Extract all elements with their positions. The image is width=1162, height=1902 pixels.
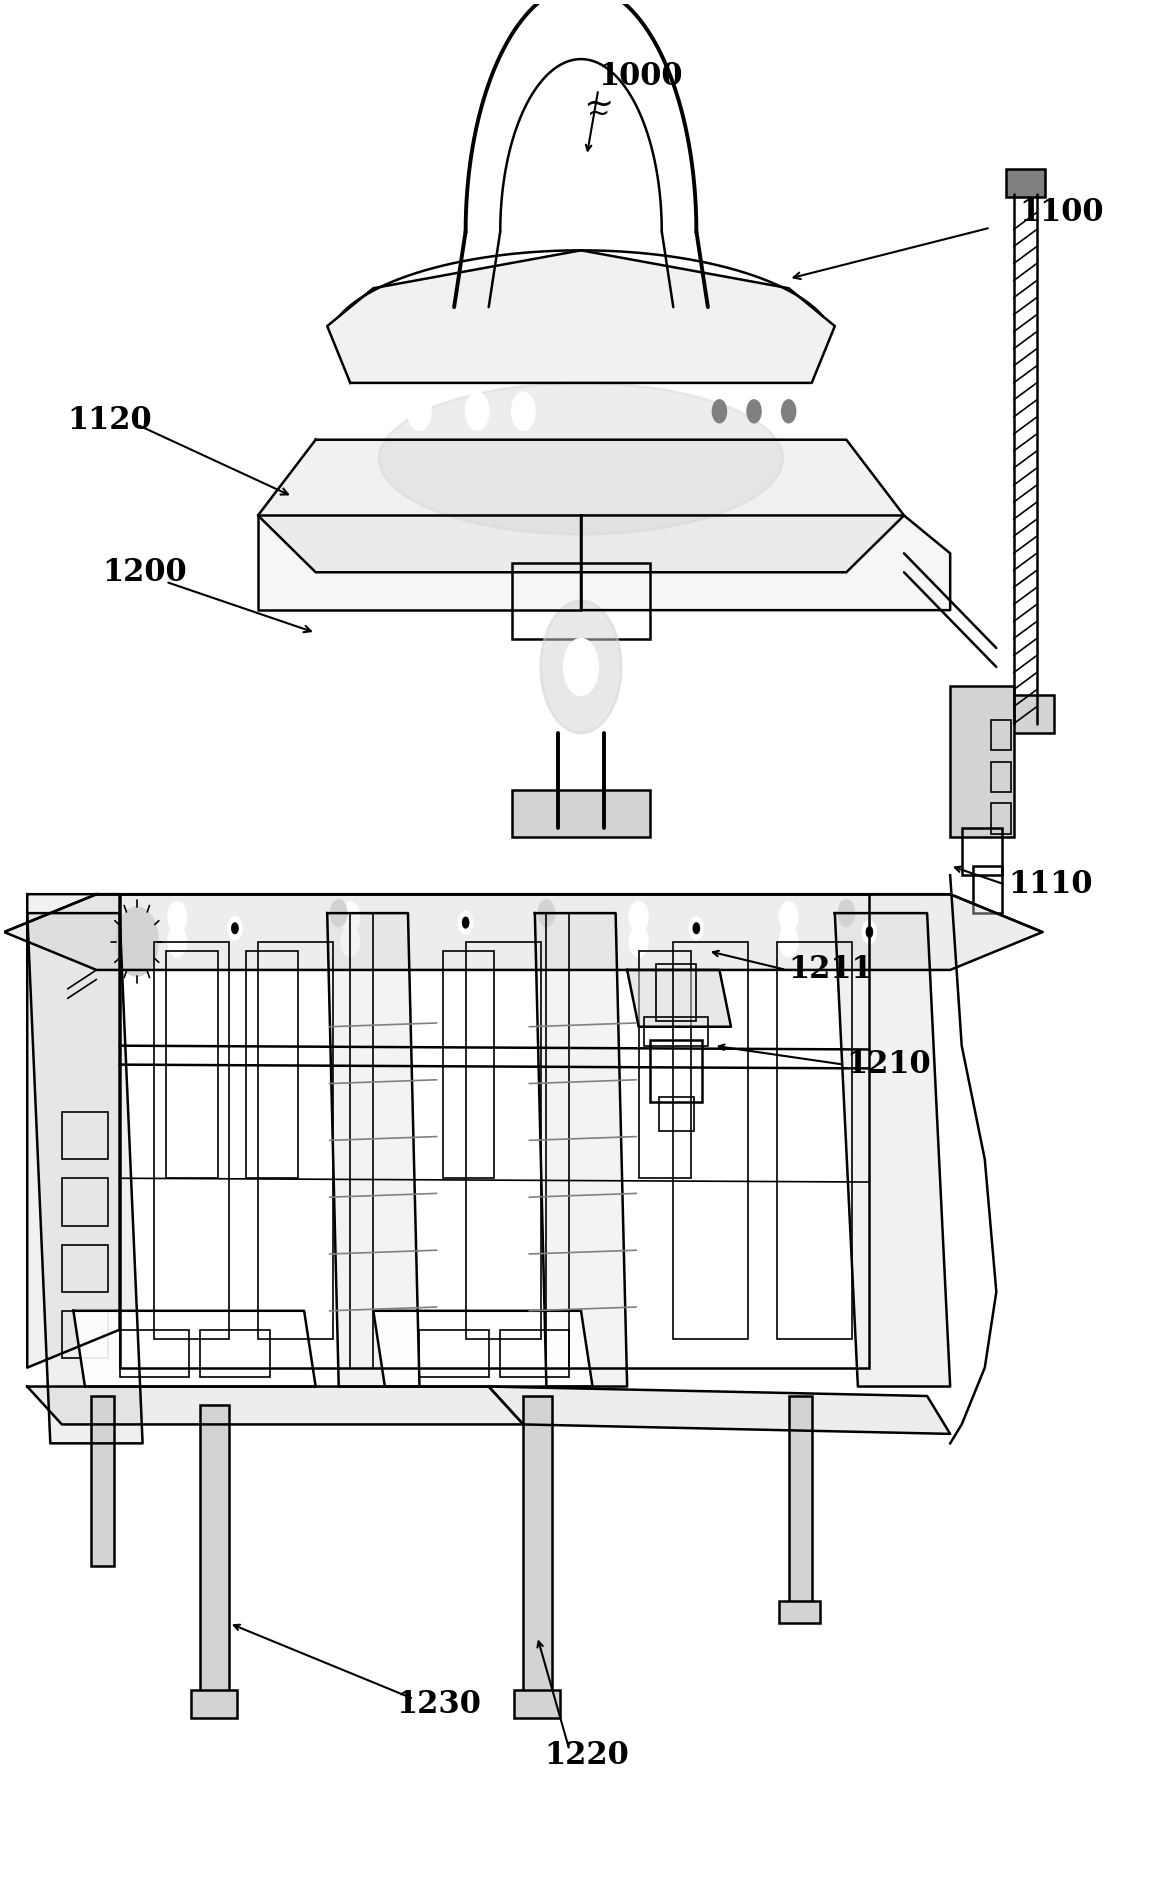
- Bar: [511, 563, 651, 639]
- Circle shape: [712, 399, 726, 422]
- Bar: [120, 894, 869, 1368]
- Circle shape: [466, 392, 489, 430]
- Bar: [62, 1113, 108, 1160]
- Bar: [951, 687, 1013, 837]
- Circle shape: [540, 601, 622, 734]
- Bar: [191, 1689, 237, 1718]
- Bar: [200, 1406, 229, 1708]
- Bar: [246, 951, 299, 1177]
- Circle shape: [866, 926, 873, 938]
- Bar: [660, 1097, 694, 1132]
- Circle shape: [462, 917, 469, 928]
- Bar: [155, 941, 229, 1339]
- Bar: [990, 803, 1011, 833]
- Bar: [91, 1396, 114, 1567]
- Bar: [990, 721, 1011, 749]
- Bar: [62, 1310, 108, 1358]
- Bar: [990, 761, 1011, 791]
- Circle shape: [231, 922, 238, 934]
- Bar: [657, 964, 696, 1021]
- Polygon shape: [5, 894, 1042, 970]
- Circle shape: [782, 399, 796, 422]
- Bar: [651, 1040, 702, 1103]
- Text: 1100: 1100: [1019, 198, 1104, 228]
- Bar: [962, 827, 1002, 875]
- Circle shape: [459, 911, 473, 934]
- Text: 1210: 1210: [846, 1050, 931, 1080]
- Bar: [645, 1018, 708, 1046]
- Bar: [120, 1329, 188, 1377]
- Circle shape: [331, 900, 346, 926]
- Text: 1000: 1000: [598, 61, 683, 91]
- Bar: [996, 696, 1054, 734]
- Bar: [780, 1600, 820, 1622]
- Text: 1200: 1200: [102, 557, 187, 588]
- Bar: [443, 951, 495, 1177]
- Bar: [200, 1329, 270, 1377]
- Text: 1220: 1220: [544, 1740, 629, 1771]
- Circle shape: [340, 902, 359, 932]
- Bar: [166, 951, 217, 1177]
- Polygon shape: [27, 913, 143, 1444]
- Circle shape: [408, 392, 431, 430]
- Bar: [514, 1689, 560, 1718]
- Circle shape: [693, 922, 700, 934]
- Circle shape: [689, 917, 703, 940]
- Text: 1230: 1230: [396, 1689, 481, 1719]
- Bar: [511, 789, 651, 837]
- Bar: [62, 1244, 108, 1291]
- Circle shape: [564, 639, 598, 696]
- Circle shape: [838, 900, 854, 926]
- Bar: [673, 941, 748, 1339]
- Bar: [1005, 169, 1045, 198]
- Polygon shape: [834, 913, 951, 1387]
- Circle shape: [538, 900, 554, 926]
- Bar: [639, 951, 690, 1177]
- Circle shape: [630, 926, 648, 957]
- Circle shape: [630, 902, 648, 932]
- Bar: [419, 1329, 489, 1377]
- Bar: [258, 941, 333, 1339]
- Bar: [789, 1396, 812, 1613]
- Bar: [466, 941, 540, 1339]
- Bar: [523, 1396, 552, 1708]
- Circle shape: [228, 917, 242, 940]
- Circle shape: [747, 399, 761, 422]
- Text: 1211: 1211: [789, 955, 874, 985]
- Bar: [974, 865, 1002, 913]
- Polygon shape: [73, 1310, 316, 1387]
- Text: ~: ~: [587, 101, 610, 127]
- Text: 1120: 1120: [67, 405, 152, 436]
- Text: 1110: 1110: [1007, 869, 1092, 900]
- Polygon shape: [373, 1310, 593, 1387]
- Bar: [777, 941, 852, 1339]
- Polygon shape: [627, 970, 731, 1027]
- Circle shape: [511, 392, 535, 430]
- Circle shape: [780, 902, 798, 932]
- Polygon shape: [27, 1387, 523, 1425]
- Polygon shape: [258, 515, 581, 611]
- Circle shape: [340, 926, 359, 957]
- Circle shape: [116, 907, 158, 976]
- Circle shape: [168, 926, 186, 957]
- Circle shape: [862, 921, 876, 943]
- Circle shape: [780, 926, 798, 957]
- Polygon shape: [328, 251, 834, 382]
- Circle shape: [168, 902, 186, 932]
- Polygon shape: [258, 439, 904, 573]
- Ellipse shape: [379, 382, 783, 534]
- Text: ~: ~: [583, 87, 614, 122]
- Bar: [62, 1177, 108, 1225]
- Polygon shape: [535, 913, 627, 1387]
- Polygon shape: [328, 913, 419, 1387]
- Polygon shape: [489, 1387, 951, 1434]
- Bar: [501, 1329, 569, 1377]
- Polygon shape: [581, 515, 951, 611]
- Polygon shape: [27, 894, 120, 1368]
